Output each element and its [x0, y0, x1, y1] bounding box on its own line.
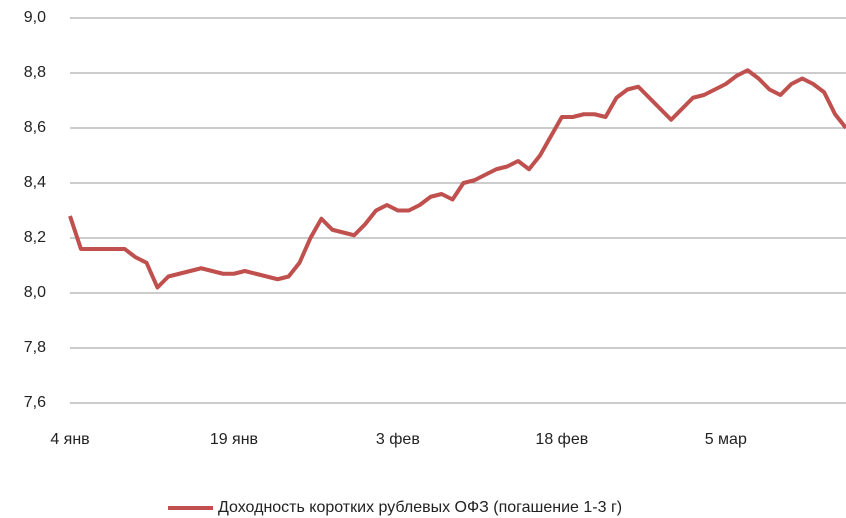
y-tick-label: 8,4 [24, 174, 46, 191]
data-line [68, 68, 846, 290]
y-tick-label: 8,8 [24, 64, 46, 81]
y-tick-label: 8,0 [24, 284, 46, 301]
y-tick-label: 7,6 [24, 394, 46, 411]
x-tick-label: 4 янв [50, 431, 89, 448]
y-tick-label: 8,2 [24, 229, 46, 246]
x-tick-label: 18 фев [535, 431, 588, 448]
x-tick-label: 5 мар [705, 431, 747, 448]
y-tick-label: 7,8 [24, 339, 46, 356]
x-tick-label: 3 фев [376, 431, 420, 448]
y-tick-label: 8,6 [24, 119, 46, 136]
legend-label: Доходность коротких рублевых ОФЗ (погаше… [218, 499, 622, 516]
y-tick-label: 9,0 [24, 9, 46, 26]
x-tick-label: 19 янв [210, 431, 258, 448]
